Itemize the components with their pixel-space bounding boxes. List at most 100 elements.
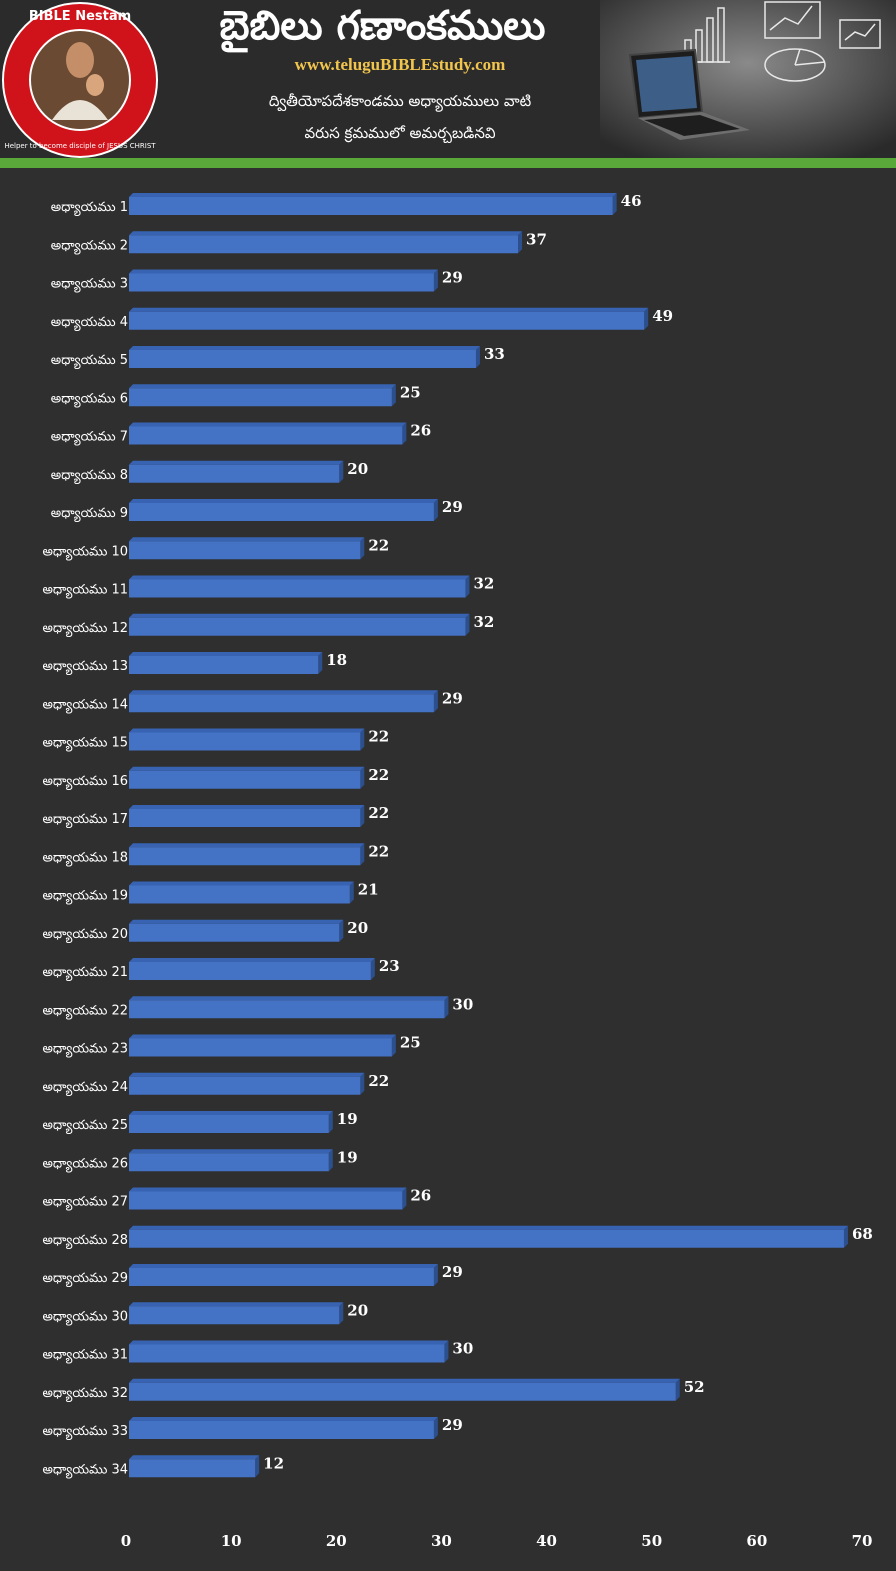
category-label: అధ్యాయము 12: [42, 621, 128, 638]
data-label: 23: [379, 957, 400, 975]
category-label: అధ్యాయము 13: [42, 659, 128, 676]
chapter-verses-bar-chart: అధ్యాయము 1 46 అధ్యాయము 2 37 అధ్యాయము 3 29 అధ్య…: [42, 192, 873, 1550]
category-label: అధ్యాయము 4: [51, 315, 128, 332]
category-label: అధ్యాయము 22: [42, 1003, 128, 1020]
category-label: అధ్యాయము 2: [51, 238, 128, 255]
category-label: అధ్యాయము 1: [51, 200, 128, 217]
category-label: అధ్యాయము 27: [42, 1195, 128, 1212]
bar: [129, 1340, 449, 1363]
category-label: అధ్యాయము 30: [42, 1309, 128, 1326]
subtitle-line-1: ద్వితీయోపదేశకాండము అధ్యాయములు వాటి: [268, 92, 532, 110]
bar: [129, 1072, 365, 1095]
laptop-charts-image: [600, 0, 896, 158]
header-divider: [0, 158, 896, 168]
data-label: 37: [526, 230, 547, 248]
bar: [129, 231, 523, 254]
category-label: అధ్యాయము 6: [51, 391, 128, 408]
data-label: 29: [442, 689, 463, 707]
bar: [129, 1264, 438, 1286]
bar: [129, 384, 396, 407]
category-label: అధ్యాయము 21: [42, 965, 128, 982]
data-label: 29: [442, 269, 463, 287]
data-label: 18: [326, 651, 347, 669]
data-label: 12: [263, 1454, 284, 1472]
data-label: 30: [452, 1340, 473, 1358]
bar: [129, 1378, 680, 1401]
data-label: 32: [473, 613, 494, 631]
category-label: అధ్యాయము 18: [42, 850, 128, 867]
svg-text:Helper to become disciple of J: Helper to become disciple of JESUS CHRIS…: [4, 142, 156, 150]
category-label: అధ్యాయము 3: [51, 277, 128, 294]
category-label: అధ్యాయము 19: [42, 889, 128, 906]
category-label: అధ్యాయము 25: [42, 1118, 128, 1135]
data-label: 22: [368, 804, 389, 822]
category-label: అధ్యాయము 34: [42, 1462, 128, 1479]
bar: [129, 575, 470, 598]
bar: [129, 652, 323, 674]
x-tick-label: 50: [641, 1532, 662, 1550]
data-label: 46: [621, 192, 642, 210]
data-label: 52: [684, 1378, 705, 1396]
bar: [129, 843, 365, 866]
data-label: 49: [652, 307, 673, 325]
data-label: 20: [347, 460, 368, 478]
data-label: 29: [442, 498, 463, 516]
x-tick-label: 30: [431, 1532, 452, 1550]
data-label: 68: [852, 1225, 873, 1243]
data-label: 22: [368, 766, 389, 784]
data-label: 22: [368, 842, 389, 860]
bar: [129, 613, 470, 636]
bar: [129, 1417, 438, 1439]
data-label: 26: [410, 422, 431, 440]
subtitle-line-2: వరుస క్రమములో అమర్చబడినవి: [304, 124, 496, 142]
data-label: 20: [347, 1301, 368, 1319]
category-label: అధ్యాయము 8: [51, 468, 128, 485]
category-label: అధ్యాయము 20: [42, 927, 128, 944]
data-label: 21: [358, 881, 379, 899]
bar: [129, 307, 649, 330]
header-banner: BIBLE Nestam Helper to become disciple o…: [0, 0, 896, 158]
bar: [129, 499, 438, 521]
category-label: అధ్యాయము 33: [42, 1424, 128, 1441]
category-label: అధ్యాయము 23: [42, 1042, 128, 1059]
svg-text:BIBLE Nestam: BIBLE Nestam: [29, 9, 131, 24]
bar: [129, 805, 365, 827]
bar: [129, 422, 407, 445]
bar: [129, 1187, 407, 1210]
category-label: అధ్యాయము 32: [42, 1386, 128, 1403]
data-label: 33: [484, 345, 505, 363]
category-label: అధ్యాయము 10: [42, 544, 128, 561]
bar: [129, 958, 375, 980]
data-label: 25: [400, 383, 421, 401]
bar: [129, 193, 617, 215]
bar: [129, 919, 344, 942]
data-label: 22: [368, 1072, 389, 1090]
bar: [129, 1302, 344, 1325]
data-label: 32: [473, 575, 494, 593]
page-title: బైబిలు గణాంకములు: [219, 3, 546, 49]
data-label: 29: [442, 1416, 463, 1434]
data-label: 29: [442, 1263, 463, 1281]
x-tick-label: 40: [536, 1532, 557, 1550]
data-label: 26: [410, 1187, 431, 1205]
data-label: 22: [368, 536, 389, 554]
category-label: అధ్యాయము 17: [42, 812, 128, 829]
bar: [129, 1111, 333, 1133]
x-tick-label: 10: [221, 1532, 242, 1550]
category-label: అధ్యాయము 28: [42, 1233, 128, 1250]
category-label: అధ్యాయము 26: [42, 1156, 128, 1173]
data-label: 22: [368, 728, 389, 746]
bar: [129, 1455, 260, 1478]
bar: [129, 346, 480, 368]
x-tick-label: 20: [326, 1532, 347, 1550]
bible-nestam-logo: BIBLE Nestam Helper to become disciple o…: [2, 2, 158, 158]
data-label: 19: [337, 1148, 358, 1166]
category-label: అధ్యాయము 5: [51, 353, 128, 370]
bar: [129, 537, 365, 560]
website-url: www.teluguBIBLEstudy.com: [294, 55, 506, 74]
category-label: అధ్యాయము 9: [51, 506, 128, 523]
category-label: అధ్యాయము 11: [42, 583, 128, 600]
bar: [129, 460, 344, 483]
bar: [129, 1225, 848, 1248]
bar: [129, 269, 438, 292]
